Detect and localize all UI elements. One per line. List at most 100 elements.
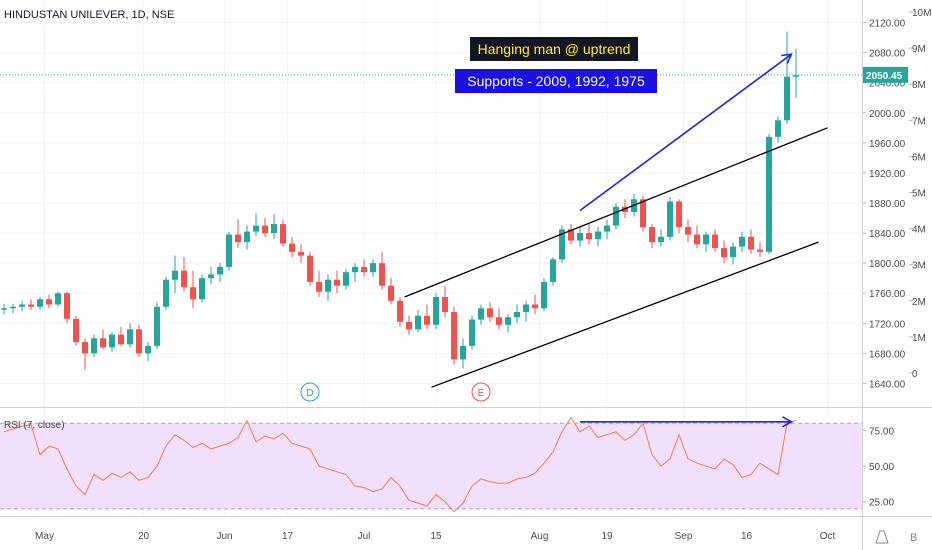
candle	[235, 219, 241, 249]
time-tick-label: Oct	[820, 531, 836, 542]
event-marker[interactable]: E	[471, 382, 491, 402]
candle	[748, 229, 754, 255]
candle	[703, 231, 709, 252]
candle-body	[415, 315, 421, 330]
candle-body	[37, 299, 43, 307]
candle-body	[532, 304, 538, 309]
last-price-tag[interactable]: 2050.45	[863, 66, 908, 83]
candle-body	[496, 317, 502, 325]
hanging-man-annotation[interactable]: Hanging man @ uptrend	[470, 37, 638, 61]
candle	[775, 116, 781, 143]
candle-body	[559, 229, 565, 260]
chart-settings-button[interactable]	[872, 528, 890, 546]
candle-body	[262, 225, 268, 234]
candle	[1, 303, 7, 315]
trend-channel-line[interactable]	[431, 241, 819, 388]
candle	[469, 315, 475, 350]
candle	[208, 266, 214, 285]
candle	[109, 332, 115, 352]
volume-tick-label: 6M	[912, 152, 926, 163]
annotation-text: Hanging man @ uptrend	[478, 41, 631, 57]
candle	[739, 231, 745, 252]
candle-body	[379, 263, 385, 286]
candle-body	[586, 233, 592, 240]
candle	[406, 315, 412, 335]
candle	[217, 263, 223, 282]
candle	[343, 269, 349, 290]
candle-body	[361, 266, 367, 273]
rsi-title[interactable]: RSI (7, close)	[4, 420, 65, 431]
rsi-tick-label: 25.00	[869, 498, 894, 509]
candle	[55, 291, 61, 307]
candle	[757, 242, 763, 258]
candle	[91, 334, 97, 358]
candle-body	[523, 304, 529, 313]
trend-arrow[interactable]	[579, 53, 793, 212]
event-marker-circle	[471, 382, 491, 402]
candle	[46, 294, 52, 309]
price-tick-label: 1960.00	[869, 139, 906, 150]
candle-body	[766, 136, 772, 252]
candle	[541, 278, 547, 312]
candle	[226, 231, 232, 271]
candle	[199, 274, 205, 303]
candle-body	[649, 227, 655, 243]
candle	[298, 244, 304, 264]
candle	[352, 263, 358, 282]
candle-body	[100, 338, 106, 348]
time-tick-label: 19	[601, 531, 613, 542]
price-tick-label: 1720.00	[869, 319, 906, 330]
candle	[172, 255, 178, 294]
price-tick-label: 2000.00	[869, 109, 906, 120]
candle	[370, 259, 376, 277]
price-tick-label: 1880.00	[869, 199, 906, 210]
rsi-arrow[interactable]	[580, 416, 794, 428]
compare-button[interactable]: B	[906, 528, 926, 546]
candle-body	[595, 231, 601, 240]
candle-body	[64, 293, 70, 319]
price-tick-label: 1760.00	[869, 289, 906, 300]
candle-body	[604, 225, 610, 232]
rsi-tick-label: 75.00	[869, 426, 894, 437]
trend-channel-line[interactable]	[404, 127, 828, 298]
candle	[442, 285, 448, 318]
symbol-title[interactable]: HINDUSTAN UNILEVER, 1D, NSE	[4, 9, 174, 21]
time-axis[interactable]: May 20 Jun 17 Jul 15 Aug 19 Sep 16 Oct	[35, 531, 835, 542]
supports-annotation[interactable]: Supports - 2009, 1992, 1975	[455, 69, 657, 93]
candle-body	[55, 293, 61, 305]
annotation-bg	[470, 37, 638, 61]
candle-body	[10, 306, 16, 309]
candle	[568, 224, 574, 245]
candle	[28, 299, 34, 310]
candle-body	[406, 321, 412, 330]
candle-body	[82, 342, 88, 354]
candle	[685, 219, 691, 243]
candle	[19, 300, 25, 312]
candle	[289, 236, 295, 258]
volume-tick-label: 9M	[912, 44, 926, 55]
candle	[82, 338, 88, 370]
last-price-tag-bg	[863, 66, 908, 83]
candle	[460, 338, 466, 369]
b-icon: B	[910, 532, 917, 544]
event-marker[interactable]: D	[300, 382, 320, 402]
candle	[100, 329, 106, 350]
candle-body	[370, 263, 376, 273]
candle	[262, 218, 268, 237]
rsi-band	[0, 423, 862, 509]
drawings[interactable]: Hanging man @ uptrend Supports - 2009, 19…	[300, 37, 828, 402]
price-axis[interactable]: 1640.00 1680.00 1720.00 1760.00 1800.00 1840.…	[862, 19, 908, 391]
candle-body	[73, 318, 79, 343]
candle-body	[550, 259, 556, 282]
candle	[181, 257, 187, 292]
candle-body	[190, 287, 196, 300]
rsi-drawings[interactable]	[580, 416, 794, 428]
time-tick-label: 16	[741, 531, 753, 542]
volume-axis[interactable]: 0 1M 2M 3M 4M 5M 6M 7M 8M 9M 10M	[909, 8, 931, 380]
candle-body	[217, 266, 223, 275]
rsi-pane[interactable]: RSI (7, close)	[0, 416, 862, 513]
candle-body	[244, 231, 250, 243]
candle-body	[505, 317, 511, 325]
candle-body	[253, 225, 259, 232]
candle-body	[226, 234, 232, 267]
